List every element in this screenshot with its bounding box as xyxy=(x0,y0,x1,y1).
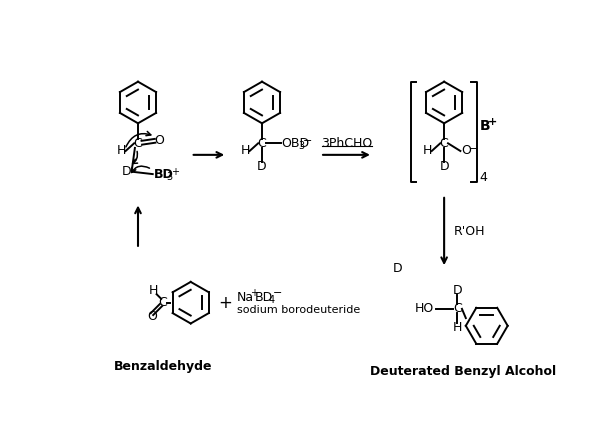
Text: +: + xyxy=(488,117,497,127)
Text: H: H xyxy=(452,321,462,334)
Text: D: D xyxy=(393,261,402,274)
Text: C: C xyxy=(440,137,449,150)
Text: Benzaldehyde: Benzaldehyde xyxy=(114,360,212,373)
Text: D: D xyxy=(452,284,462,297)
Text: sodium borodeuteride: sodium borodeuteride xyxy=(237,305,361,316)
Text: OBD: OBD xyxy=(282,137,309,150)
Text: +: + xyxy=(171,167,179,177)
Text: HO: HO xyxy=(415,302,434,316)
Text: +: + xyxy=(250,288,258,298)
Text: D: D xyxy=(440,160,449,173)
Text: O: O xyxy=(154,134,164,147)
Text: H: H xyxy=(116,145,126,157)
Text: C: C xyxy=(159,296,167,309)
Text: −: − xyxy=(303,136,313,146)
Text: −: − xyxy=(273,288,282,298)
Text: C: C xyxy=(453,302,461,316)
Text: B: B xyxy=(480,118,491,132)
Text: C: C xyxy=(134,137,142,150)
Text: D: D xyxy=(122,165,131,178)
Text: H: H xyxy=(423,145,432,157)
Text: Na: Na xyxy=(237,291,254,304)
Text: O: O xyxy=(147,310,157,323)
Text: +: + xyxy=(218,294,232,312)
Text: BD: BD xyxy=(153,168,173,180)
Text: 3: 3 xyxy=(299,142,305,151)
Text: H: H xyxy=(240,145,250,157)
Text: 4: 4 xyxy=(268,295,274,305)
Text: H: H xyxy=(149,284,158,297)
Text: D: D xyxy=(257,160,267,173)
Text: −: − xyxy=(469,144,478,154)
Text: BD: BD xyxy=(255,291,273,304)
Text: 4: 4 xyxy=(480,171,488,184)
Text: 3PhCHO: 3PhCHO xyxy=(321,137,372,150)
Text: 3: 3 xyxy=(166,172,172,182)
Text: O: O xyxy=(461,145,471,157)
Text: C: C xyxy=(258,137,266,150)
Text: R'OH: R'OH xyxy=(454,225,485,238)
Text: Deuterated Benzyl Alcohol: Deuterated Benzyl Alcohol xyxy=(370,365,556,378)
